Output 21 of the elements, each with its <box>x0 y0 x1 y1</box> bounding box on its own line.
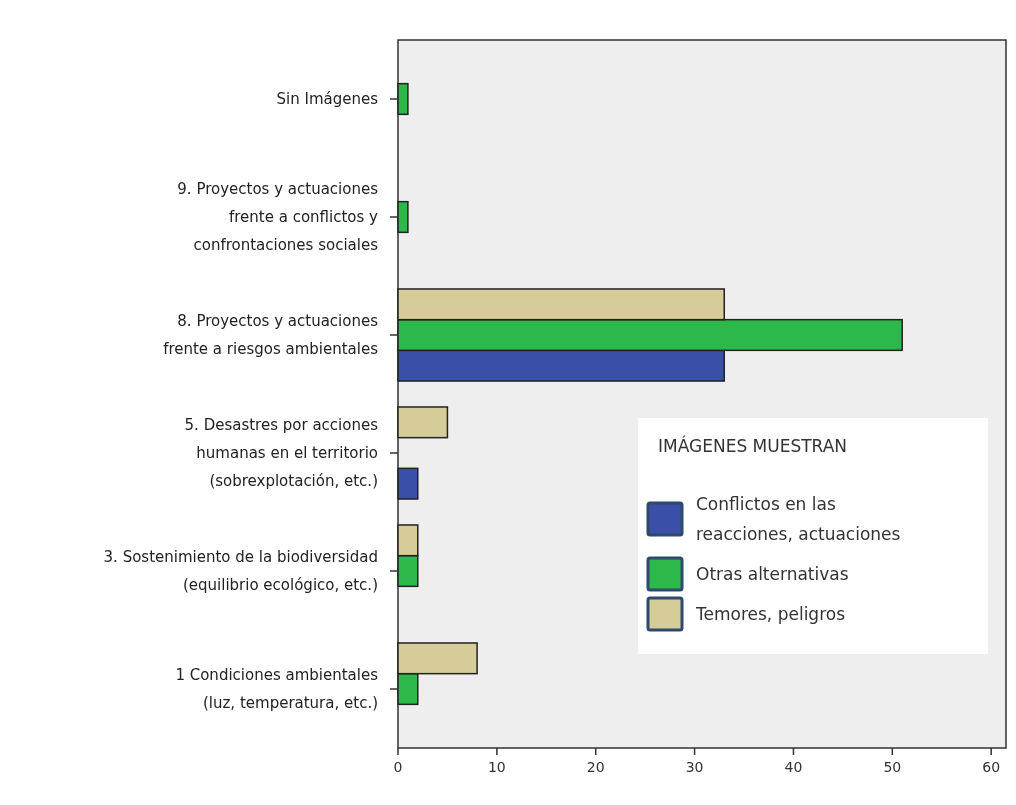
legend-title: IMÁGENES MUESTRAN <box>658 435 848 456</box>
x-tick-label: 60 <box>982 759 1001 775</box>
legend-label: Conflictos en las reacciones, actuaciones <box>696 493 901 544</box>
x-tick-label: 40 <box>784 759 803 775</box>
bar <box>397 467 419 500</box>
bar <box>397 82 409 116</box>
legend-label: Temores, peligros <box>695 603 846 624</box>
x-tick-label: 50 <box>883 759 902 775</box>
x-tick-label: 30 <box>685 759 704 775</box>
y-tick-label: 5. Desastres por acciones humanas en el territorio (sobrexplotación, etc.) <box>184 416 379 491</box>
y-tick-label: 8. Proyectos y actuaciones frente a riesgos ambientales <box>163 312 379 359</box>
y-tick-label: 9. Proyectos y actuaciones frente a conflictos y confrontaciones sociales <box>177 180 379 255</box>
y-tick-label: 1 Condiciones ambientales (luz, temperatura, etc.) <box>175 666 379 713</box>
legend-label: Otras alternativas <box>696 563 849 584</box>
y-tick-label: 3. Sostenimiento de la biodiversidad (equilibrio ecológico, etc.) <box>103 548 378 595</box>
y-tick-label: Sin Imágenes <box>276 90 379 109</box>
bar <box>397 200 409 234</box>
x-tick-label: 10 <box>487 759 506 775</box>
x-tick-label: 0 <box>393 759 403 775</box>
x-tick-label: 20 <box>586 759 605 775</box>
bar <box>397 406 449 439</box>
